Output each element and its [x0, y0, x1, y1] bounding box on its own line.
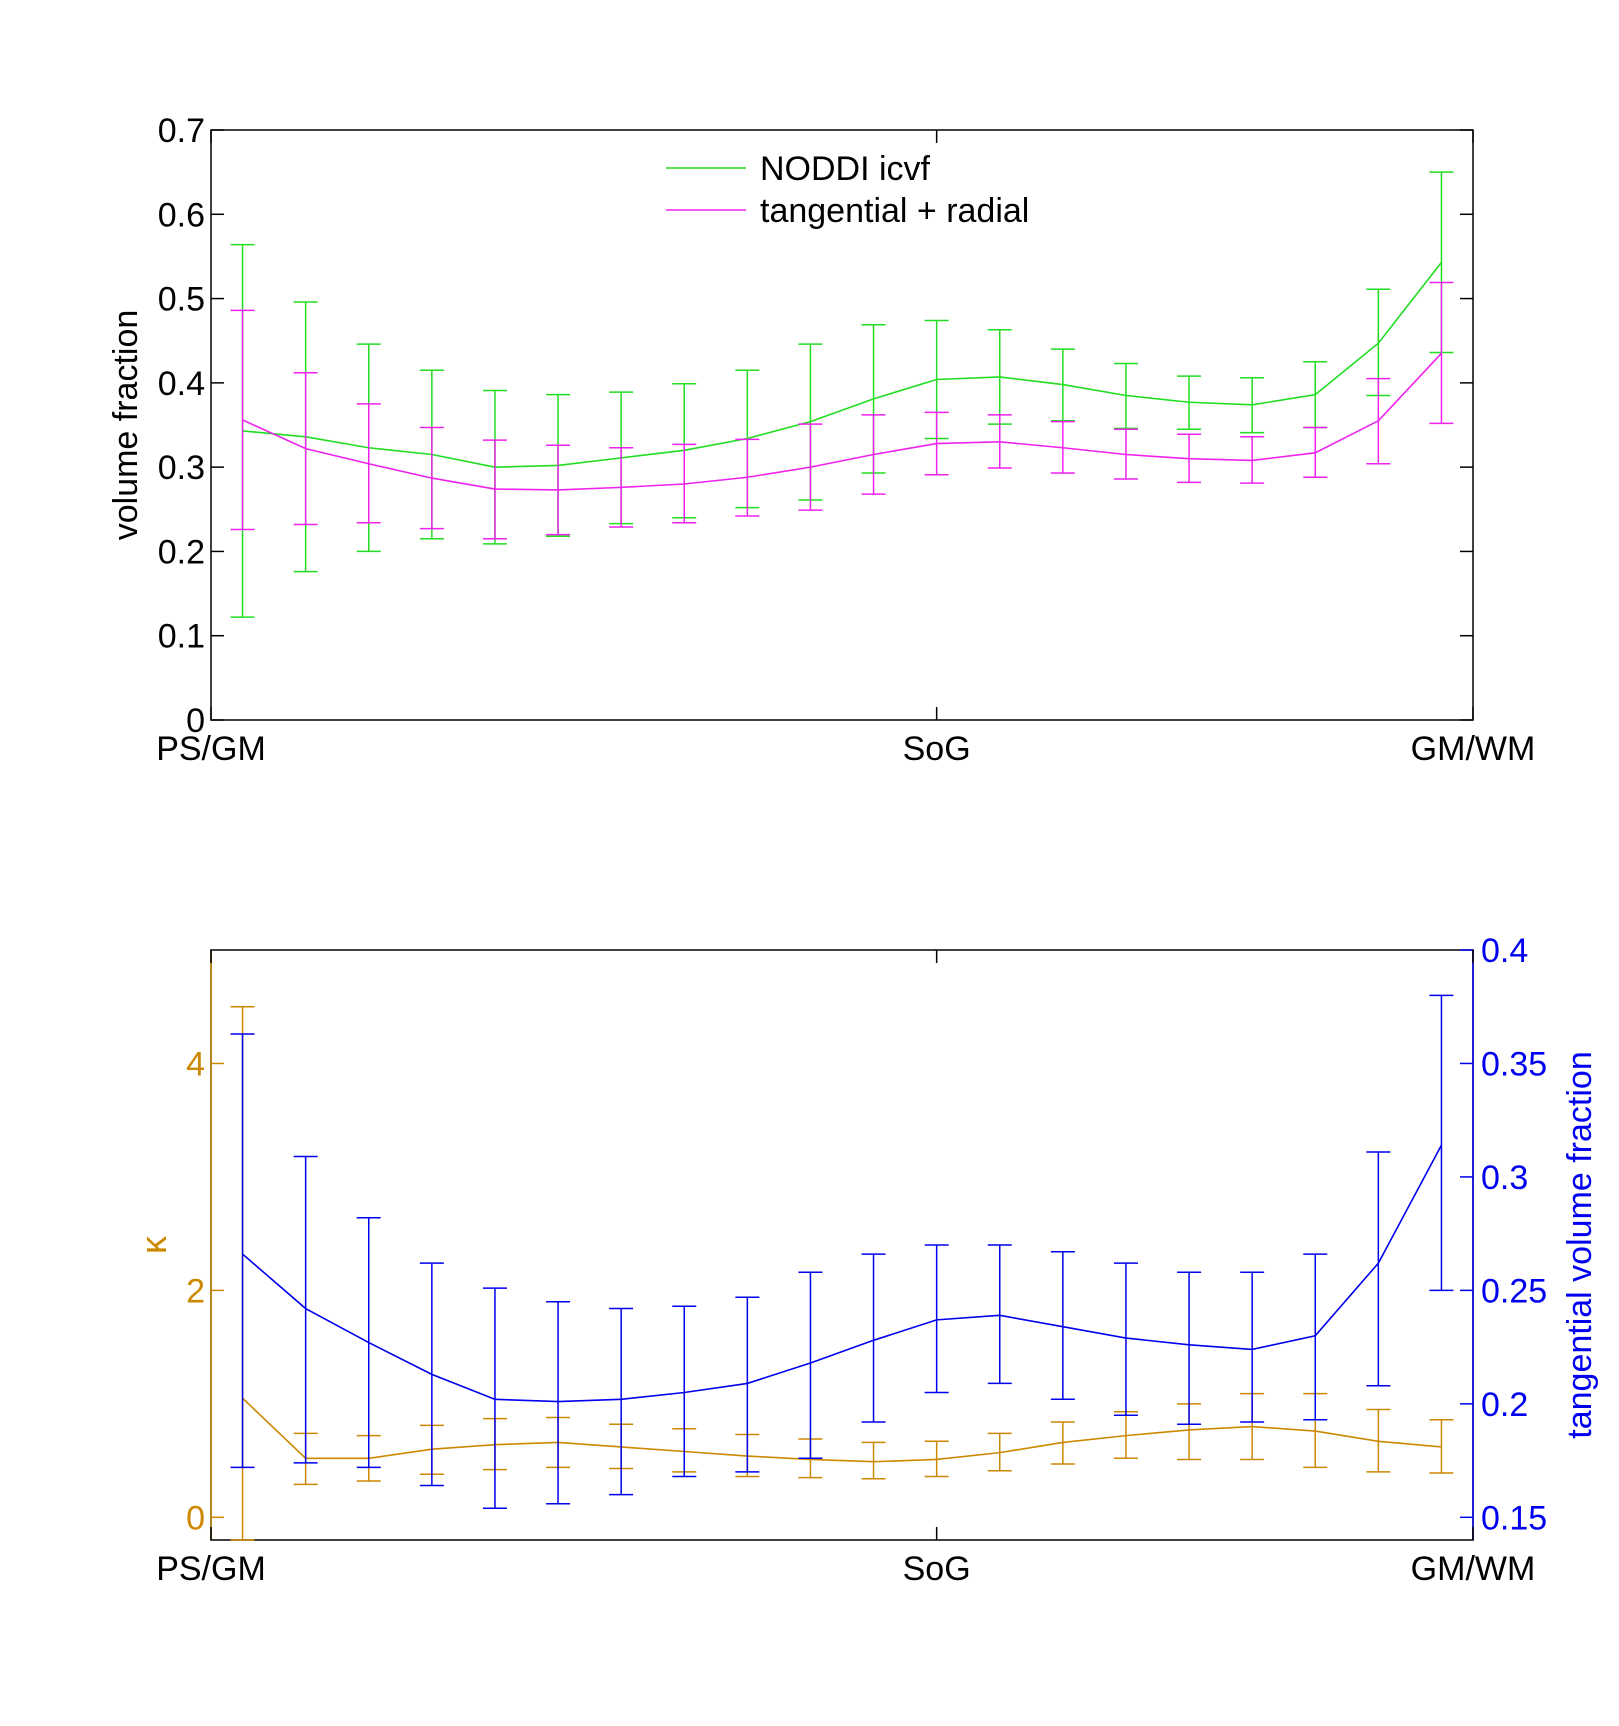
bottom-xtick-label: SoG: [903, 1550, 971, 1588]
top-y-axis-title: volume fraction: [107, 310, 145, 541]
bottom-xtick-label: GM/WM: [1411, 1550, 1536, 1588]
top-ytick-label: 0.7: [158, 112, 205, 150]
top-xtick-label: GM/WM: [1411, 730, 1536, 768]
bottom-right-ytick-label: 0.15: [1481, 1499, 1547, 1537]
top-xtick-label: PS/GM: [156, 730, 266, 768]
top-ytick-label: 0.4: [158, 365, 205, 403]
bottom-left-ytick-label: 4: [186, 1045, 205, 1083]
top-chart: 0 0.1 0.2 0.3 0.4 0.5 0.6 0.7 PS/GM SoG GM/WM volum…: [107, 112, 1535, 768]
bottom-left-ytick-label: 2: [186, 1272, 205, 1310]
top-axes-box: [210, 129, 1474, 721]
bottom-chart: 0 2 4 0.15 0.2 0.25 0.3 0.35 0.4 PS/GM SoG GM/WM κ ta…: [133, 932, 1599, 1588]
bottom-right-ytick-label: 0.2: [1481, 1386, 1528, 1424]
top-ytick-label: 0.2: [158, 533, 205, 571]
bottom-left-y-axis-title: κ: [133, 1235, 174, 1254]
bottom-series-1-line: [242, 1144, 1443, 1403]
top-ytick-label: 0.1: [158, 618, 205, 656]
top-series-1-line: [242, 352, 1443, 491]
top-ytick-label: 0.5: [158, 281, 205, 319]
bottom-series-0-line: [241, 1397, 1442, 1463]
top-xtick-label: SoG: [903, 730, 971, 768]
bottom-right-ytick-label: 0.35: [1481, 1045, 1547, 1083]
bottom-right-ytick-label: 0.3: [1481, 1159, 1528, 1197]
bottom-right-ytick-label: 0.4: [1481, 932, 1528, 970]
legend-label-0: NODDI icvf: [760, 150, 931, 188]
top-series-0-line: [242, 261, 1443, 468]
top-ytick-label: 0.6: [158, 196, 205, 234]
bottom-right-y-axis-title: tangential volume fraction: [1561, 1051, 1599, 1438]
top-ytick-label: 0: [186, 702, 205, 740]
top-ytick-label: 0.3: [158, 449, 205, 487]
bottom-left-ytick-label: 0: [186, 1499, 205, 1537]
bottom-axes-box: [210, 949, 1474, 1541]
legend-label-1: tangential + radial: [760, 192, 1029, 230]
bottom-xtick-label: PS/GM: [156, 1550, 266, 1588]
bottom-right-ytick-label: 0.25: [1481, 1272, 1547, 1310]
